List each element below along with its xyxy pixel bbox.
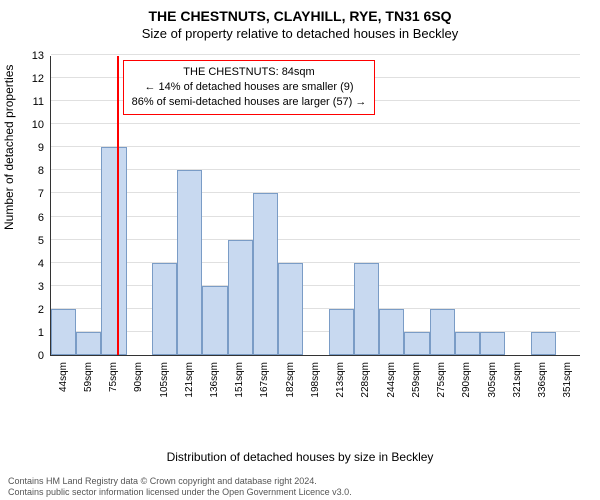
histogram-bar [531,332,556,355]
footer-line-1: Contains HM Land Registry data © Crown c… [8,476,352,487]
callout-box: THE CHESTNUTS: 84sqm← 14% of detached ho… [123,60,376,115]
x-tick-label: 121sqm [184,362,195,398]
gridline [51,285,580,286]
y-tick-label: 1 [14,327,44,339]
y-tick-label: 5 [14,235,44,247]
histogram-bar [253,193,278,355]
x-tick-label: 44sqm [58,362,69,392]
x-tick-label: 228sqm [360,362,371,398]
x-tick-label: 336sqm [537,362,548,398]
histogram-bar [430,309,455,355]
chart-area: THE CHESTNUTS: 84sqm← 14% of detached ho… [50,56,580,416]
histogram-bar [101,147,126,355]
y-tick-label: 3 [14,281,44,293]
histogram-bar [76,332,101,355]
histogram-bar [152,263,177,355]
gridline [51,192,580,193]
x-axis-label: Distribution of detached houses by size … [0,450,600,464]
y-tick-label: 11 [14,96,44,108]
histogram-bar [228,240,253,355]
x-tick-label: 90sqm [133,362,144,392]
gridline [51,239,580,240]
y-tick-label: 12 [14,73,44,85]
y-tick-label: 8 [14,165,44,177]
histogram-bar [177,170,202,355]
histogram-bar [404,332,429,355]
footer-attribution: Contains HM Land Registry data © Crown c… [8,476,352,498]
y-tick-label: 2 [14,304,44,316]
histogram-bar [480,332,505,355]
gridline [51,54,580,55]
histogram-bar [455,332,480,355]
y-tick-label: 4 [14,258,44,270]
x-tick-label: 305sqm [487,362,498,398]
callout-line: ← 14% of detached houses are smaller (9) [132,80,367,95]
gridline [51,123,580,124]
x-tick-label: 182sqm [285,362,296,398]
x-tick-label: 290sqm [461,362,472,398]
y-tick-label: 9 [14,142,44,154]
histogram-bar [51,309,76,355]
histogram-plot: THE CHESTNUTS: 84sqm← 14% of detached ho… [50,56,580,356]
x-tick-label: 167sqm [259,362,270,398]
gridline [51,308,580,309]
x-tick-label: 136sqm [209,362,220,398]
histogram-bar [379,309,404,355]
histogram-bar [329,309,354,355]
callout-line: THE CHESTNUTS: 84sqm [132,65,367,80]
x-tick-label: 244sqm [386,362,397,398]
y-tick-label: 10 [14,119,44,131]
x-tick-label: 275sqm [436,362,447,398]
gridline [51,216,580,217]
callout-line: 86% of semi-detached houses are larger (… [132,95,367,110]
page-title: THE CHESTNUTS, CLAYHILL, RYE, TN31 6SQ [0,0,600,24]
x-tick-label: 75sqm [108,362,119,392]
x-tick-label: 105sqm [159,362,170,398]
y-tick-label: 7 [14,188,44,200]
x-tick-label: 59sqm [83,362,94,392]
page-subtitle: Size of property relative to detached ho… [0,24,600,41]
y-tick-label: 13 [14,50,44,62]
x-tick-label: 213sqm [335,362,346,398]
gridline [51,146,580,147]
reference-line [117,56,119,355]
gridline [51,262,580,263]
y-tick-label: 0 [14,350,44,362]
x-tick-label: 321sqm [512,362,523,398]
x-tick-label: 198sqm [310,362,321,398]
x-tick-label: 351sqm [562,362,573,398]
histogram-bar [354,263,379,355]
x-tick-label: 151sqm [234,362,245,398]
x-tick-label: 259sqm [411,362,422,398]
gridline [51,169,580,170]
histogram-bar [202,286,227,355]
footer-line-2: Contains public sector information licen… [8,487,352,498]
y-tick-label: 6 [14,212,44,224]
histogram-bar [278,263,303,355]
